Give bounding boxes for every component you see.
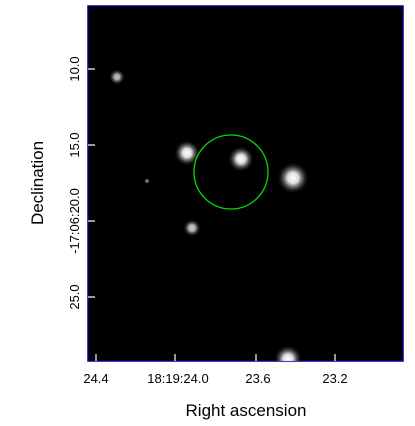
- star-source: [109, 69, 125, 85]
- y-tick-label: 10.0: [67, 56, 82, 81]
- x-tick-label: 23.2: [322, 371, 347, 386]
- y-tick-label: 15.0: [67, 132, 82, 157]
- x-axis-title: Right ascension: [186, 401, 307, 420]
- x-tick-label: 24.4: [83, 371, 108, 386]
- x-tick-label: 18:19:24.0: [147, 371, 208, 386]
- star-source: [183, 219, 201, 237]
- star-source: [144, 178, 150, 184]
- star-source: [228, 146, 254, 172]
- tick-marks: [88, 68, 336, 361]
- y-tick-label: -17:06:20.0: [67, 188, 82, 254]
- x-tick-label: 23.6: [245, 371, 270, 386]
- star-source: [274, 345, 302, 361]
- y-tick-label: 25.0: [67, 284, 82, 309]
- star-source: [174, 140, 200, 166]
- aperture-circle: [193, 134, 269, 210]
- y-axis-title: Declination: [28, 141, 47, 225]
- sky-image-panel: [87, 5, 404, 362]
- star-source: [277, 162, 309, 194]
- star-field: [109, 69, 309, 361]
